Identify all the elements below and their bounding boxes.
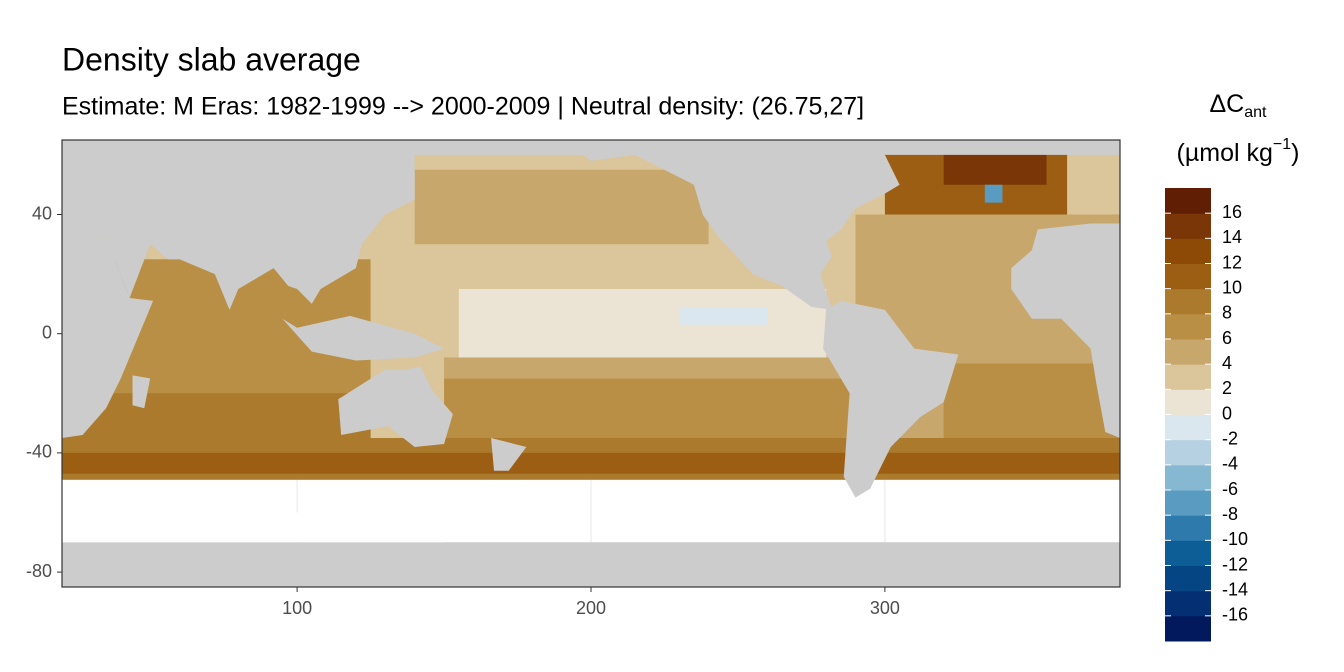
legend-bin	[1165, 188, 1211, 214]
x-tick-label: 300	[870, 598, 900, 618]
legend-label: -12	[1222, 554, 1248, 574]
legend-bin	[1165, 439, 1211, 466]
legend-bin	[1165, 615, 1211, 642]
land	[282, 315, 445, 361]
legend-bin	[1165, 515, 1211, 541]
land	[823, 300, 959, 498]
chart-title: Density slab average	[62, 41, 361, 77]
legend-bin	[1165, 565, 1211, 592]
legend-bin	[1165, 313, 1211, 340]
x-tick-label: 200	[576, 598, 606, 618]
legend-label: 10	[1222, 277, 1242, 297]
legend-label: 12	[1222, 252, 1242, 272]
legend-label: 4	[1222, 353, 1232, 373]
legend-unit-sup: −1	[1273, 136, 1291, 153]
land	[62, 140, 415, 310]
legend-bin	[1165, 364, 1211, 390]
legend-label: -8	[1222, 504, 1238, 524]
legend-bin	[1165, 590, 1211, 617]
land	[62, 512, 445, 543]
legend-bin	[1165, 490, 1211, 516]
y-tick-label: 40	[32, 203, 52, 223]
land	[338, 366, 453, 447]
y-tick-label: 0	[42, 322, 52, 342]
ocean-field	[943, 363, 1120, 438]
land	[62, 229, 154, 438]
ocean-field	[984, 184, 1003, 203]
legend-label: 0	[1222, 403, 1232, 423]
legend-unit: (µmol kg−1)	[1177, 136, 1300, 166]
legend-label: -14	[1222, 579, 1248, 599]
legend-label: 14	[1222, 227, 1242, 247]
land	[1011, 223, 1120, 438]
legend-label: 16	[1222, 202, 1242, 222]
legend-label: -6	[1222, 479, 1238, 499]
legend-bin	[1165, 464, 1211, 491]
legend-label: -10	[1222, 529, 1248, 549]
ocean-field	[62, 452, 1120, 474]
y-tick-label: -40	[26, 442, 52, 462]
legend-label: -16	[1222, 605, 1248, 625]
legend-unit-main: (µmol kg	[1177, 139, 1273, 167]
ocean-field	[414, 169, 709, 245]
legend-label: 8	[1222, 303, 1232, 323]
legend-bin	[1165, 288, 1211, 315]
ocean-field	[943, 148, 1047, 185]
legend-bin	[1165, 389, 1211, 415]
land	[62, 542, 1120, 587]
legend-title-main: ΔC	[1209, 90, 1244, 118]
ocean-field	[444, 357, 856, 379]
ocean-field	[458, 289, 827, 358]
legend-bin	[1165, 263, 1211, 290]
legend-label: 2	[1222, 378, 1232, 398]
ocean-field	[679, 306, 768, 325]
legend-bin	[1165, 540, 1211, 566]
legend-bin	[1165, 213, 1211, 239]
legend-label: -4	[1222, 454, 1238, 474]
legend-unit-end: )	[1291, 139, 1299, 167]
land	[561, 140, 900, 310]
land	[491, 438, 527, 471]
legend-bin	[1165, 414, 1211, 441]
legend-bin	[1165, 238, 1211, 264]
x-tick-label: 100	[282, 598, 312, 618]
chart-subtitle: Estimate: M Eras: 1982-1999 --> 2000-200…	[62, 93, 864, 121]
legend-label: -2	[1222, 428, 1238, 448]
legend-title: ΔCant	[1209, 90, 1267, 122]
y-tick-label: -80	[26, 561, 52, 581]
ocean-field	[444, 378, 856, 438]
legend-title-sub: ant	[1244, 104, 1267, 121]
legend-label: 6	[1222, 328, 1232, 348]
legend-bin	[1165, 339, 1211, 365]
land	[132, 375, 151, 409]
